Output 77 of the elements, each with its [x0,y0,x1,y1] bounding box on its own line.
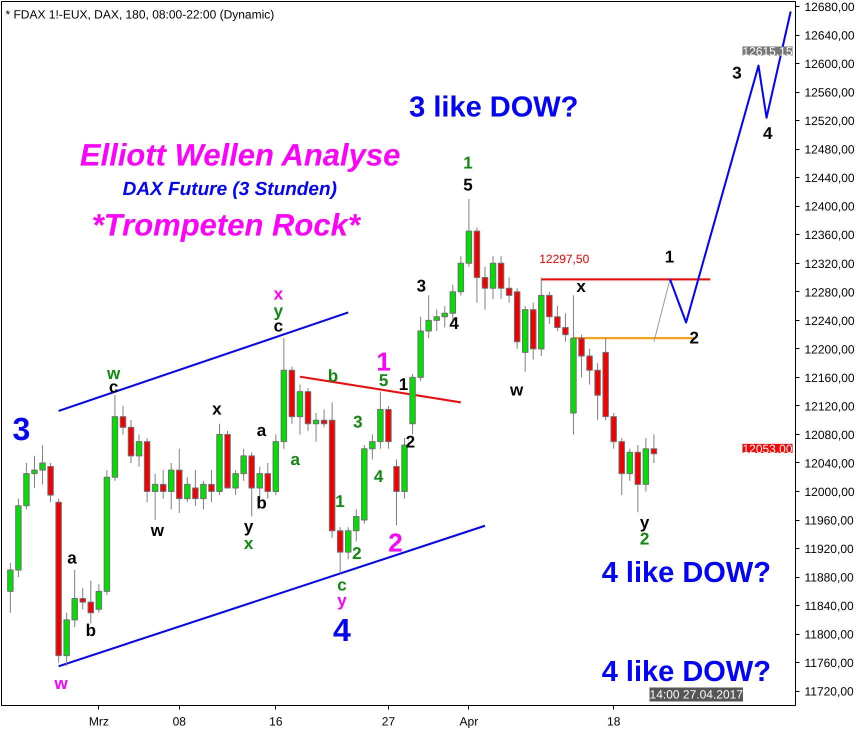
annotation: 3 [353,412,363,432]
x-tick-label: 08 [172,714,186,728]
annotation: b [256,493,267,512]
annotation: 12615,15 [742,44,793,58]
annotation: 14:00 27.04.2017 [650,688,744,702]
annotation: 4 [762,124,773,144]
y-tick-label: 12120,00 [804,399,855,414]
y-tick-label: 12400,00 [804,200,855,214]
annotation: x [576,276,586,296]
annotation: * FDAX 1!-EUX, DAX, 180, 08:00-22:00 (Dynamic) [5,7,274,22]
annotation: 2 [406,432,416,452]
y-tick-label: 12280,00 [804,285,855,300]
annotation: 4 like DOW? [602,656,771,688]
y-tick-label: 12360,00 [804,228,855,242]
y-tick-label: 12680,00 [804,0,855,14]
annotation: 12297,50 [539,252,590,266]
annotation: 4 like DOW? [602,557,771,590]
annotation: 1 [398,375,408,394]
y-tick-label: 11920,00 [804,542,854,556]
y-tick-label: 11840,00 [804,599,854,614]
annotation: y [640,513,650,532]
annotation: w [53,674,68,694]
text: DAX Future (3 Stunden) [122,178,337,200]
annotation: 3 [732,64,742,83]
annotation: y [244,517,254,536]
annotation: *Trompeten Rock* [92,207,362,242]
annotation: b [86,620,96,640]
x-tick-label: Apr [460,714,478,728]
y-tick-label: 12040,00 [804,456,855,470]
annotation: 5 [378,371,388,390]
y-tick-label: 12640,00 [804,28,855,43]
text: Elliott Wellen Analyse [80,137,400,172]
annotation: 2 [690,328,700,348]
y-tick-label: 11880,00 [804,570,854,585]
annotation: 3 like DOW? [409,91,578,124]
x-tick-label: 27 [382,714,396,728]
annotation: a [256,421,267,440]
annotation: 2 [388,527,403,558]
annotation: 4 [374,467,384,486]
y-tick-label: 12480,00 [804,142,855,157]
annotation: 4 [449,314,460,333]
y-tick-label: 12320,00 [804,256,855,271]
y-tick-label: 11800,00 [804,628,854,642]
annotation: 2 [352,544,362,564]
y-tick-label: 12560,00 [804,86,855,100]
y-tick-label: 11720,00 [804,684,854,699]
annotation: x [212,399,222,418]
annotation: 4 [333,612,352,648]
y-tick-label: 12000,00 [804,485,855,500]
candlestick [578,334,585,378]
x-tick-label: 16 [269,714,283,728]
y-tick-label: 12600,00 [804,57,855,72]
y-tick-label: 11760,00 [804,656,854,670]
annotation: 1 [664,248,674,267]
annotation: b [328,366,338,386]
annotation: w [106,364,122,383]
annotation: a [67,548,78,568]
annotation: w [150,520,165,540]
annotation: 12053,00 [742,442,793,456]
y-tick-label: 12160,00 [804,370,855,385]
y-tick-label: 12240,00 [804,314,855,328]
y-tick-label: 12080,00 [804,428,855,442]
annotation: 1 [335,492,345,511]
y-tick-label: 11960,00 [804,514,854,528]
annotation: a [290,450,301,469]
annotation: 1 [463,154,473,173]
y-tick-label: 12440,00 [804,171,855,186]
candlestick [31,455,38,488]
x-tick-label: Mrz [88,714,109,728]
y-tick-label: 12200,00 [804,342,855,356]
y-tick-label: 12520,00 [804,114,855,128]
x-tick-label: 18 [607,714,621,728]
annotation: 5 [463,175,473,194]
annotation: x [274,284,284,304]
annotation: 3 [416,276,426,296]
annotation: 3 [12,411,30,448]
annotation: w [508,380,524,400]
